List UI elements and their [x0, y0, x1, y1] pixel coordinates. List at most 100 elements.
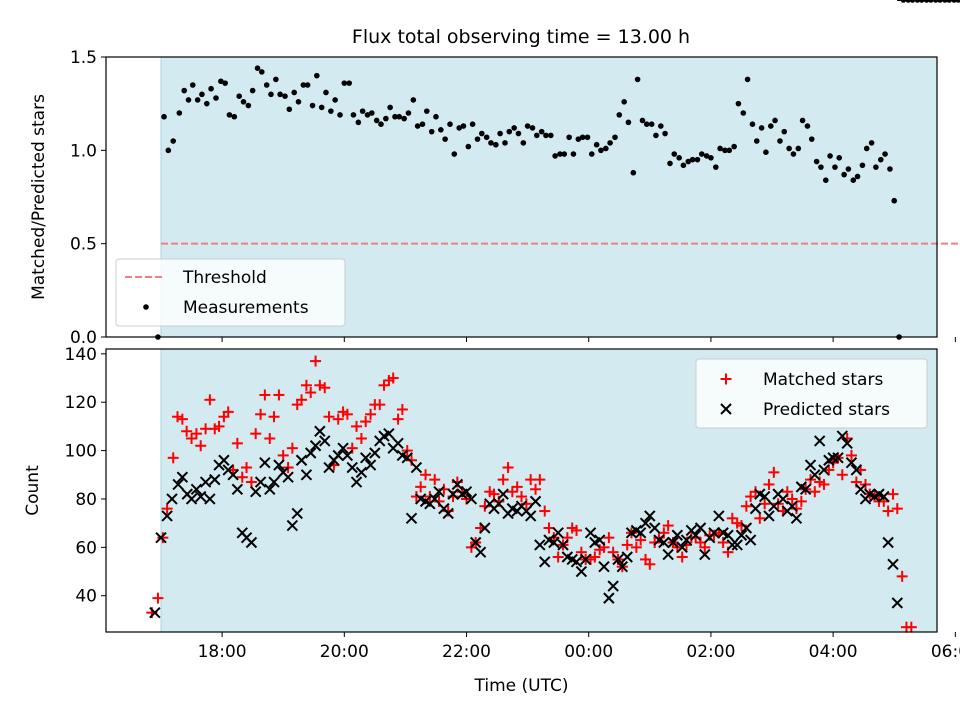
- measurement-point: [405, 110, 412, 116]
- measurement-point: [698, 151, 705, 157]
- measurement-point: [249, 87, 256, 94]
- measurement-point: [634, 76, 641, 83]
- predicted-star-point: [735, 529, 748, 541]
- predicted-star-point: [552, 527, 564, 539]
- matched-star-point: [790, 503, 802, 515]
- measurement-point: [346, 80, 352, 86]
- predicted-star-point: [245, 536, 258, 549]
- legend-measurements-label: Measurements: [183, 298, 309, 318]
- measurement-point: [474, 136, 481, 142]
- predicted-star-point: [447, 488, 459, 500]
- measurement-point: [621, 99, 627, 105]
- measurement-point: [822, 177, 829, 183]
- top-y-tick-label-0: 0.0: [70, 328, 97, 348]
- predicted-star-point: [639, 517, 652, 529]
- measurement-point: [603, 145, 609, 152]
- matched-star-point: [387, 372, 399, 384]
- predicted-star-point: [557, 539, 569, 551]
- measurement-point: [428, 128, 435, 135]
- predicted-star-point: [529, 495, 542, 508]
- predicted-star-point: [634, 527, 647, 539]
- matched-star-point: [195, 440, 207, 452]
- legend-matched-swatch: [720, 373, 732, 385]
- measurement-point: [328, 108, 334, 114]
- measurement-point: [708, 155, 714, 161]
- measurement-point: [401, 115, 407, 122]
- matched-star-point: [539, 505, 551, 517]
- predicted-star-point: [195, 490, 207, 503]
- measurement-point: [658, 123, 664, 129]
- matched-star-point: [818, 478, 830, 490]
- bottom-y-tick-label-4: 120: [65, 393, 97, 413]
- matched-star-point: [740, 500, 752, 512]
- x-tick-label-3: 00:00: [564, 642, 613, 662]
- x-tick-label-0: 18:00: [198, 642, 247, 662]
- measurement-point: [726, 147, 733, 154]
- matched-star-point: [360, 416, 372, 428]
- top-y-axis-label: Matched/Predicted stars: [29, 94, 49, 300]
- measurement-point: [414, 123, 421, 129]
- predicted-star-point: [465, 493, 478, 505]
- matched-star-point: [497, 474, 509, 486]
- predicted-star-point: [323, 461, 335, 474]
- predicted-star-point: [878, 490, 890, 503]
- predicted-star-point: [644, 510, 656, 522]
- matched-star-point: [795, 495, 807, 507]
- predicted-star-point: [603, 592, 615, 604]
- matched-star-point: [245, 476, 257, 488]
- predicted-star-point: [291, 507, 303, 520]
- predicted-star-point: [671, 529, 684, 541]
- predicted-star-point: [841, 437, 853, 450]
- measurement-point: [859, 162, 866, 169]
- matched-star-point: [882, 505, 894, 517]
- matched-star-point: [754, 512, 766, 524]
- predicted-star-point: [891, 597, 903, 609]
- top-legend-box: [115, 258, 346, 327]
- matched-star-point: [255, 408, 267, 420]
- predicted-star-point: [777, 493, 789, 505]
- predicted-star-point: [249, 486, 262, 498]
- measurement-point: [753, 138, 760, 144]
- measurement-point: [314, 72, 320, 79]
- measurement-point: [245, 102, 252, 109]
- matched-star-point: [204, 394, 216, 406]
- measurement-point: [854, 173, 861, 180]
- measurement-point: [818, 164, 824, 170]
- predicted-star-point: [350, 476, 363, 488]
- predicted-star-point: [534, 539, 546, 551]
- matched-star-point: [231, 437, 243, 449]
- predicted-star-point: [813, 435, 826, 447]
- measurement-point: [511, 125, 517, 131]
- measurement-point: [808, 136, 815, 142]
- predicted-star-point: [204, 493, 216, 505]
- matched-star-point: [365, 408, 377, 420]
- predicted-star-point: [570, 556, 583, 568]
- predicted-star-point: [359, 452, 372, 464]
- measurement-point: [717, 145, 723, 152]
- measurement-point: [612, 134, 618, 141]
- measurement-point: [662, 130, 668, 137]
- matched-star-point: [603, 532, 615, 544]
- legend-measurements-swatch: [143, 304, 149, 310]
- measurement-point: [488, 140, 494, 146]
- matched-star-point: [809, 486, 821, 498]
- matched-star-point: [351, 420, 363, 432]
- predicted-star-point: [612, 553, 624, 566]
- predicted-star-point: [854, 483, 867, 495]
- x-tick-label-5: 04:00: [809, 642, 858, 662]
- predicted-star-point: [268, 476, 280, 488]
- measurement-point: [570, 151, 577, 157]
- bottom-y-ticks: 40 60 80 100 120 140: [65, 345, 106, 607]
- measurement-point: [189, 82, 196, 88]
- predicted-star-point: [254, 476, 267, 488]
- matched-star-point: [157, 532, 169, 544]
- matched-star-point: [190, 428, 202, 440]
- measurement-point: [218, 78, 224, 85]
- matched-star-point: [250, 428, 262, 440]
- predicted-star-point: [300, 469, 313, 481]
- measurement-point: [520, 140, 527, 146]
- predicted-star-point: [264, 483, 276, 495]
- matched-star-point: [786, 493, 798, 505]
- predicted-star-point: [155, 531, 167, 544]
